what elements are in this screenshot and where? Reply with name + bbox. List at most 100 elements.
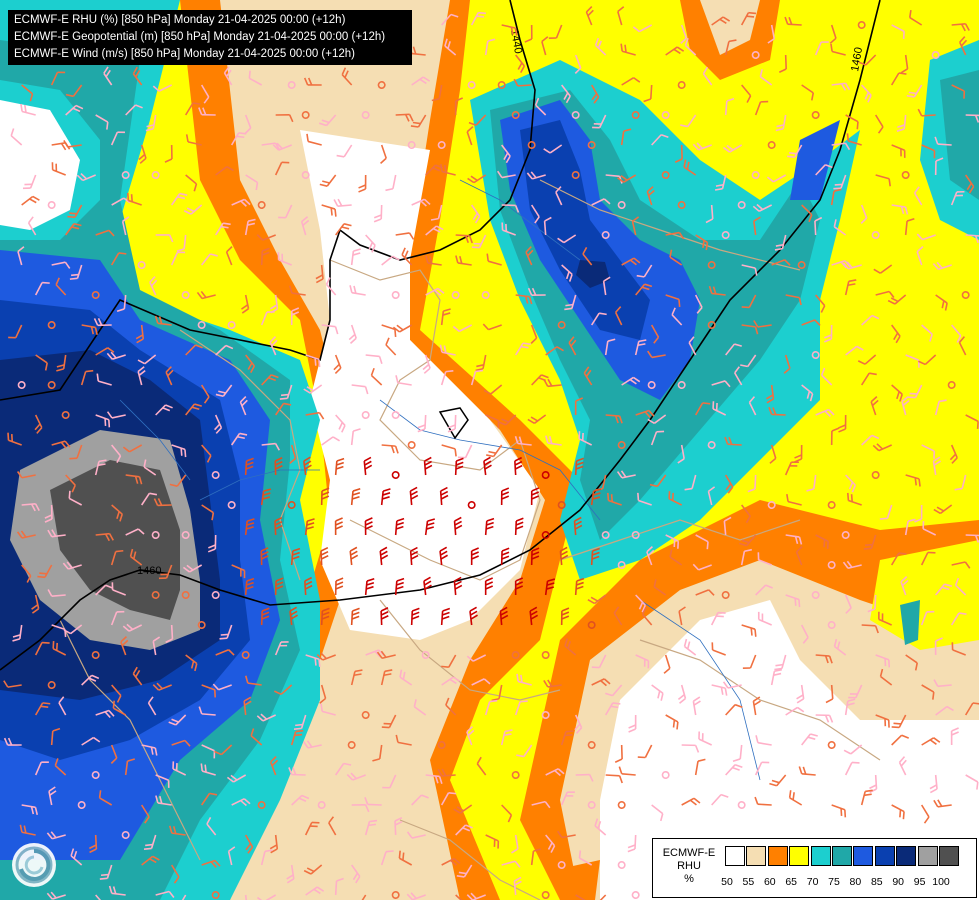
wind-barb bbox=[711, 642, 726, 656]
wind-barb bbox=[555, 186, 563, 206]
wind-barb bbox=[177, 894, 187, 900]
wind-barb bbox=[587, 800, 596, 810]
wind-barb bbox=[721, 590, 730, 600]
wind-barb bbox=[833, 219, 847, 236]
wind-barb bbox=[380, 669, 393, 686]
wind-barb bbox=[617, 560, 626, 570]
wind-barb bbox=[891, 324, 901, 344]
wind-barb bbox=[201, 792, 218, 806]
legend-tick-60: 60 bbox=[763, 876, 776, 888]
wind-barb bbox=[590, 312, 607, 326]
wind-barb bbox=[887, 294, 907, 305]
wind-barb bbox=[215, 344, 234, 356]
wind-barb bbox=[692, 142, 712, 151]
wind-barb bbox=[425, 255, 442, 266]
wind-barb bbox=[445, 697, 457, 716]
wind-barb bbox=[484, 577, 494, 596]
wind-barb bbox=[841, 530, 850, 540]
wind-barb bbox=[671, 307, 683, 326]
wind-barb bbox=[932, 456, 941, 476]
wind-barb bbox=[647, 414, 667, 424]
wind-barb bbox=[211, 590, 220, 600]
wind-barb bbox=[965, 114, 979, 123]
wind-barb bbox=[601, 230, 610, 240]
wind-barb bbox=[722, 681, 742, 689]
wind-barb bbox=[543, 679, 562, 688]
wind-barb bbox=[815, 294, 826, 313]
wind-barb bbox=[183, 204, 203, 215]
wind-barb bbox=[207, 534, 217, 553]
wind-barb bbox=[21, 804, 39, 815]
wind-barb bbox=[350, 248, 361, 266]
wind-barb bbox=[111, 197, 131, 206]
wind-barb bbox=[636, 264, 653, 278]
wind-barb bbox=[788, 790, 803, 806]
wind-barb bbox=[534, 97, 547, 116]
wind-barb bbox=[293, 714, 307, 731]
wind-barb bbox=[132, 666, 143, 686]
legend-ticks: 50 55 60 65 70 75 80 85 90 95 100 bbox=[721, 876, 979, 890]
wind-barb bbox=[441, 444, 457, 457]
wind-barb bbox=[380, 607, 389, 626]
wind-barb bbox=[737, 800, 746, 810]
wind-barb bbox=[901, 396, 910, 416]
wind-barb bbox=[774, 654, 787, 671]
wind-barb bbox=[591, 678, 611, 687]
wind-barb bbox=[891, 714, 907, 729]
wind-barb bbox=[120, 636, 129, 656]
wind-barb bbox=[627, 834, 637, 853]
wind-barb bbox=[484, 38, 496, 56]
wind-barb bbox=[674, 144, 683, 163]
wind-barb bbox=[607, 492, 622, 506]
legend-swatch-2 bbox=[767, 846, 788, 866]
wind-barb bbox=[80, 369, 94, 386]
wind-barb bbox=[724, 474, 734, 494]
wind-barb bbox=[680, 114, 697, 128]
wind-barb bbox=[748, 396, 757, 416]
wind-barb bbox=[304, 518, 315, 536]
wind-barb bbox=[122, 444, 143, 453]
wind-barb bbox=[381, 444, 399, 454]
wind-barb bbox=[444, 38, 457, 56]
legend-tick-100: 100 bbox=[932, 876, 950, 888]
wind-barb bbox=[333, 354, 342, 374]
wind-barb bbox=[320, 607, 330, 626]
wind-barb bbox=[21, 564, 32, 583]
wind-barb bbox=[694, 758, 706, 776]
wind-barb bbox=[649, 474, 667, 488]
wind-barb bbox=[587, 594, 607, 605]
wind-barb bbox=[335, 414, 346, 433]
wind-barb bbox=[373, 204, 383, 223]
wind-barb bbox=[304, 821, 320, 836]
wind-barb bbox=[591, 198, 611, 206]
wind-barb bbox=[399, 669, 413, 686]
wind-barb bbox=[900, 54, 909, 74]
wind-barb bbox=[524, 24, 533, 43]
wind-barb bbox=[377, 80, 386, 90]
wind-barb bbox=[111, 684, 122, 703]
wind-barb bbox=[453, 804, 473, 814]
wind-barb bbox=[844, 761, 860, 776]
wind-barb bbox=[21, 503, 40, 512]
wind-barb bbox=[20, 103, 36, 116]
wind-barb bbox=[529, 606, 539, 626]
wind-barb bbox=[614, 306, 623, 326]
wind-barb bbox=[754, 100, 769, 116]
wind-barb bbox=[594, 37, 607, 56]
wind-barb bbox=[451, 290, 460, 300]
wind-barb bbox=[476, 756, 487, 776]
wind-barb bbox=[934, 399, 947, 416]
wind-barb bbox=[129, 548, 143, 566]
wind-barb bbox=[811, 110, 820, 120]
wind-barb bbox=[511, 770, 520, 780]
wind-barb bbox=[541, 650, 550, 660]
wind-barb bbox=[843, 744, 863, 755]
wind-barb bbox=[95, 114, 109, 130]
wind-barb bbox=[560, 607, 570, 626]
legend-swatch-3 bbox=[789, 846, 810, 866]
wind-barb bbox=[301, 170, 310, 180]
wind-barb bbox=[900, 576, 909, 596]
wind-barb bbox=[17, 246, 25, 266]
